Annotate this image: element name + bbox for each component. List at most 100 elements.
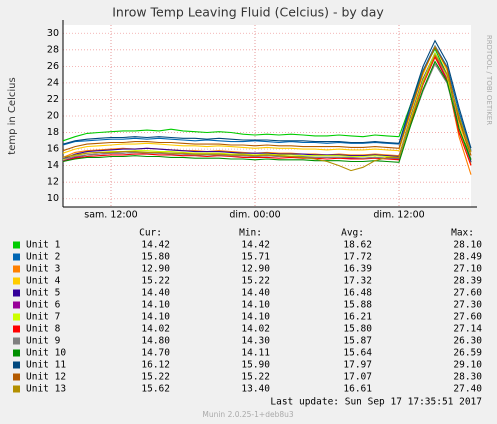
legend-value: 15.22 bbox=[241, 372, 270, 383]
legend-value: 16.39 bbox=[343, 264, 372, 275]
legend-header: Cur: bbox=[139, 228, 162, 239]
legend-value: 14.42 bbox=[241, 240, 270, 251]
legend-swatch bbox=[13, 349, 20, 357]
x-tick-label: sam. 12:00 bbox=[84, 210, 137, 221]
y-tick-label: 14 bbox=[47, 160, 59, 171]
y-axis-label: temp in Celcius bbox=[7, 77, 18, 154]
series-line bbox=[62, 39, 472, 149]
legend-value: 14.80 bbox=[141, 336, 170, 347]
legend-swatch bbox=[13, 337, 20, 345]
legend-value: 17.72 bbox=[343, 252, 372, 263]
legend-value: 28.49 bbox=[453, 252, 482, 263]
legend-value: 15.71 bbox=[241, 252, 270, 263]
legend-value: 14.10 bbox=[141, 312, 170, 323]
legend-label: Unit 8 bbox=[26, 324, 61, 335]
legend-value: 14.02 bbox=[141, 324, 170, 335]
legend-label: Unit 2 bbox=[26, 252, 60, 263]
footer: Munin 2.0.25-1+deb8u3 bbox=[202, 410, 293, 419]
legend-swatch bbox=[13, 277, 20, 285]
legend-value: 27.40 bbox=[453, 384, 482, 395]
series-line bbox=[62, 45, 472, 156]
y-tick-label: 10 bbox=[47, 193, 59, 204]
legend-value: 17.07 bbox=[343, 372, 372, 383]
legend-value: 15.64 bbox=[343, 348, 372, 359]
legend-value: 26.30 bbox=[453, 336, 482, 347]
legend-value: 15.87 bbox=[343, 336, 372, 347]
legend-value: 15.90 bbox=[241, 360, 270, 371]
legend-value: 27.60 bbox=[453, 288, 482, 299]
x-tick-label: dim. 00:00 bbox=[229, 210, 280, 221]
legend-value: 17.32 bbox=[343, 276, 372, 287]
legend-label: Unit 5 bbox=[26, 288, 60, 299]
legend-value: 28.39 bbox=[453, 276, 482, 287]
legend-value: 15.88 bbox=[343, 300, 372, 311]
legend-swatch bbox=[13, 265, 20, 273]
legend-value: 27.30 bbox=[453, 300, 482, 311]
legend-label: Unit 7 bbox=[26, 312, 60, 323]
last-update: Last update: Sun Sep 17 17:35:51 2017 bbox=[270, 397, 482, 408]
legend-value: 14.70 bbox=[141, 348, 170, 359]
legend-value: 29.10 bbox=[453, 360, 482, 371]
y-tick-label: 28 bbox=[47, 44, 59, 55]
y-tick-label: 22 bbox=[47, 94, 59, 105]
legend-swatch bbox=[13, 289, 20, 297]
x-tick-label: dim. 12:00 bbox=[373, 210, 424, 221]
legend-label: Unit 9 bbox=[26, 336, 61, 347]
legend-swatch bbox=[13, 373, 20, 381]
legend-value: 14.42 bbox=[141, 240, 170, 251]
legend-value: 28.10 bbox=[453, 240, 482, 251]
legend-value: 16.48 bbox=[343, 288, 372, 299]
legend-value: 12.90 bbox=[141, 264, 170, 275]
legend-value: 27.60 bbox=[453, 312, 482, 323]
legend-value: 14.10 bbox=[241, 312, 270, 323]
series-line bbox=[62, 53, 472, 172]
legend-swatch bbox=[13, 241, 20, 249]
legend-label: Unit 11 bbox=[26, 360, 66, 371]
legend-swatch bbox=[13, 385, 20, 393]
legend-value: 16.12 bbox=[141, 360, 170, 371]
legend-label: Unit 12 bbox=[26, 372, 66, 383]
legend-swatch bbox=[13, 361, 20, 369]
y-tick-label: 30 bbox=[47, 28, 59, 39]
y-tick-label: 26 bbox=[47, 61, 59, 72]
chart-title: Inrow Temp Leaving Fluid (Celcius) - by … bbox=[112, 5, 384, 20]
series-line bbox=[62, 46, 472, 156]
legend-value: 18.62 bbox=[343, 240, 372, 251]
y-tick-label: 18 bbox=[47, 127, 59, 138]
legend-label: Unit 6 bbox=[26, 300, 61, 311]
legend-value: 15.80 bbox=[141, 252, 170, 263]
legend-value: 14.02 bbox=[241, 324, 270, 335]
series-line bbox=[62, 60, 472, 163]
legend-label: Unit 4 bbox=[26, 276, 61, 287]
series-line bbox=[62, 62, 472, 160]
y-tick-label: 12 bbox=[47, 177, 59, 188]
legend-swatch bbox=[13, 301, 20, 309]
legend-value: 15.80 bbox=[343, 324, 372, 335]
y-tick-label: 20 bbox=[47, 111, 59, 122]
legend-swatch bbox=[13, 253, 20, 261]
legend-value: 15.62 bbox=[141, 384, 170, 395]
legend-value: 15.22 bbox=[141, 276, 170, 287]
legend-label: Unit 10 bbox=[26, 348, 66, 359]
legend-value: 14.11 bbox=[241, 348, 270, 359]
legend-value: 15.22 bbox=[141, 372, 170, 383]
legend-value: 26.59 bbox=[453, 348, 482, 359]
legend-value: 14.10 bbox=[241, 300, 270, 311]
y-tick-label: 16 bbox=[47, 144, 59, 155]
legend-value: 14.40 bbox=[241, 288, 270, 299]
legend-value: 16.61 bbox=[343, 384, 372, 395]
legend-value: 17.97 bbox=[343, 360, 372, 371]
legend-header: Min: bbox=[239, 228, 262, 239]
y-tick-label: 24 bbox=[47, 77, 59, 88]
legend-label: Unit 13 bbox=[26, 384, 66, 395]
side-label: RRDTOOL / TOBI OETIKER bbox=[485, 35, 493, 125]
legend-label: Unit 1 bbox=[26, 240, 61, 251]
legend-value: 14.40 bbox=[141, 288, 170, 299]
legend-value: 15.22 bbox=[241, 276, 270, 287]
series-line bbox=[62, 47, 472, 163]
legend-value: 16.21 bbox=[343, 312, 372, 323]
legend-value: 12.90 bbox=[241, 264, 270, 275]
legend-value: 27.10 bbox=[453, 264, 482, 275]
legend-value: 14.10 bbox=[141, 300, 170, 311]
